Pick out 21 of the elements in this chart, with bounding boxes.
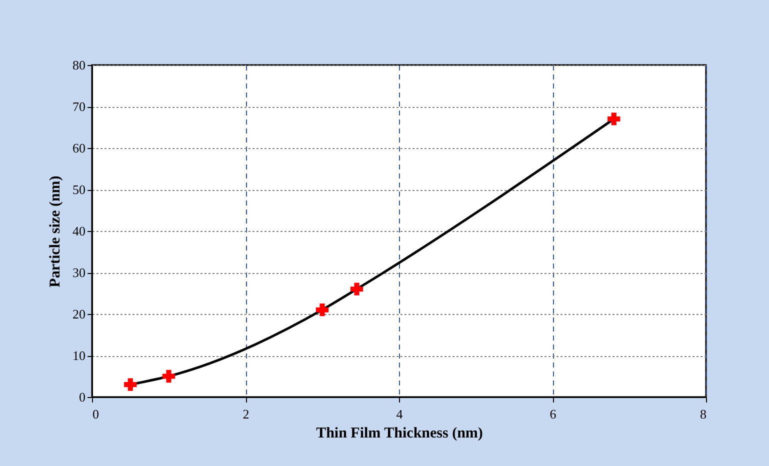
y-tick-label: 30	[72, 265, 86, 280]
x-axis-title: Thin Film Thickness (nm)	[316, 426, 483, 442]
x-tick-label: 2	[242, 406, 250, 422]
y-tick-label: 70	[72, 99, 86, 114]
x-tick-label: 8	[700, 406, 706, 422]
point	[162, 370, 176, 383]
point	[124, 378, 137, 391]
y-tick-label: 50	[72, 182, 86, 197]
y-tick-label: 40	[72, 224, 86, 238]
y-tick-label: 20	[72, 306, 86, 322]
point	[316, 304, 329, 316]
y-tick-label: 0	[79, 390, 86, 404]
x-tick-label: 0	[92, 406, 99, 422]
point	[608, 112, 620, 126]
x-tick-label: 4	[396, 406, 404, 422]
y-axis-title: Particle size (nm)	[48, 176, 64, 288]
y-tick-label: 80	[72, 58, 86, 72]
x-tick-label: 6	[550, 406, 557, 422]
y-tick-label: 10	[72, 348, 86, 363]
point	[350, 282, 364, 296]
y-tick-label: 60	[72, 140, 86, 156]
